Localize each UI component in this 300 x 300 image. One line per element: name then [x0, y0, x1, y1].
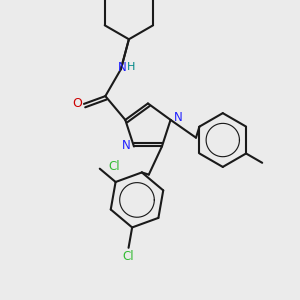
Text: N: N — [122, 139, 131, 152]
Text: Cl: Cl — [108, 160, 120, 173]
Text: N: N — [173, 111, 182, 124]
Text: N: N — [118, 61, 126, 74]
Text: O: O — [72, 98, 82, 110]
Text: Cl: Cl — [123, 250, 134, 262]
Text: H: H — [127, 62, 135, 72]
